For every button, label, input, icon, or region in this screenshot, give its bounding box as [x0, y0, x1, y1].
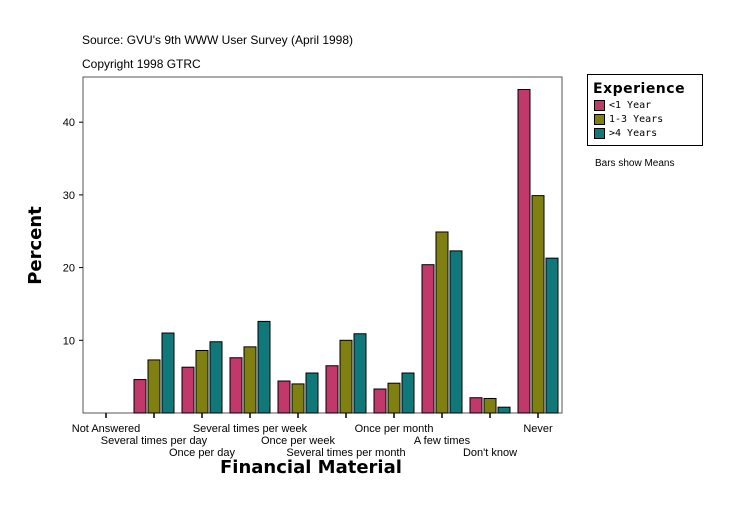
legend-label: 1-3 Years	[609, 114, 664, 125]
x-tick-label: Several times per day	[101, 435, 208, 447]
bar	[449, 250, 463, 414]
bar	[435, 231, 449, 414]
bar	[421, 264, 435, 414]
x-axis-label: Financial Material	[220, 457, 402, 478]
legend-item: >4 Years	[594, 128, 657, 139]
bar	[291, 383, 305, 414]
legend-title: Experience	[593, 81, 686, 97]
legend-label: <1 Year	[609, 100, 652, 111]
legend-swatch	[594, 100, 605, 111]
legend: Experience <1 Year 1-3 Years >4 Years	[587, 74, 703, 146]
bar	[517, 88, 531, 414]
bar	[195, 349, 209, 414]
y-tick-label: 10	[63, 335, 75, 347]
bar	[161, 332, 175, 414]
x-tick-label: Several times per week	[193, 423, 308, 435]
bar	[243, 346, 257, 414]
legend-note: Bars show Means	[595, 158, 675, 169]
bar	[277, 380, 291, 414]
bar	[497, 406, 511, 414]
bar	[257, 320, 271, 414]
bar	[353, 333, 367, 414]
plot-frame	[82, 76, 563, 414]
legend-swatch	[594, 114, 605, 125]
bar	[373, 388, 387, 414]
bar	[545, 257, 559, 414]
bar	[209, 341, 223, 414]
legend-label: >4 Years	[609, 128, 658, 139]
bar	[339, 339, 353, 414]
bar	[483, 397, 497, 414]
bar	[229, 357, 243, 414]
bar	[305, 372, 319, 414]
copyright-text: Copyright 1998 GTRC	[82, 57, 201, 71]
bar	[531, 195, 545, 414]
bar	[401, 372, 415, 414]
x-tick-label: Don't know	[463, 447, 517, 459]
y-axis-label: Percent	[24, 206, 46, 285]
legend-swatch	[594, 128, 605, 139]
source-text: Source: GVU's 9th WWW User Survey (April…	[82, 33, 354, 47]
y-tick-label: 20	[63, 263, 75, 275]
bar	[325, 365, 339, 414]
bar	[133, 379, 147, 414]
x-tick-label: Once per week	[261, 435, 335, 447]
x-tick-label: A few times	[414, 435, 471, 447]
x-tick-label: Once per month	[355, 423, 434, 435]
bar	[181, 366, 195, 414]
bar	[147, 359, 161, 414]
y-tick-label: 30	[63, 190, 75, 202]
x-tick-label: Not Answered	[72, 423, 140, 435]
bar	[387, 382, 401, 414]
x-tick-label: Once per day	[169, 447, 236, 459]
legend-item: 1-3 Years	[594, 114, 663, 125]
x-tick-label: Several times per month	[286, 447, 405, 459]
bar	[469, 397, 483, 414]
x-tick-label: Never	[523, 423, 553, 435]
y-tick-label: 40	[63, 117, 75, 129]
legend-item: <1 Year	[594, 100, 651, 111]
